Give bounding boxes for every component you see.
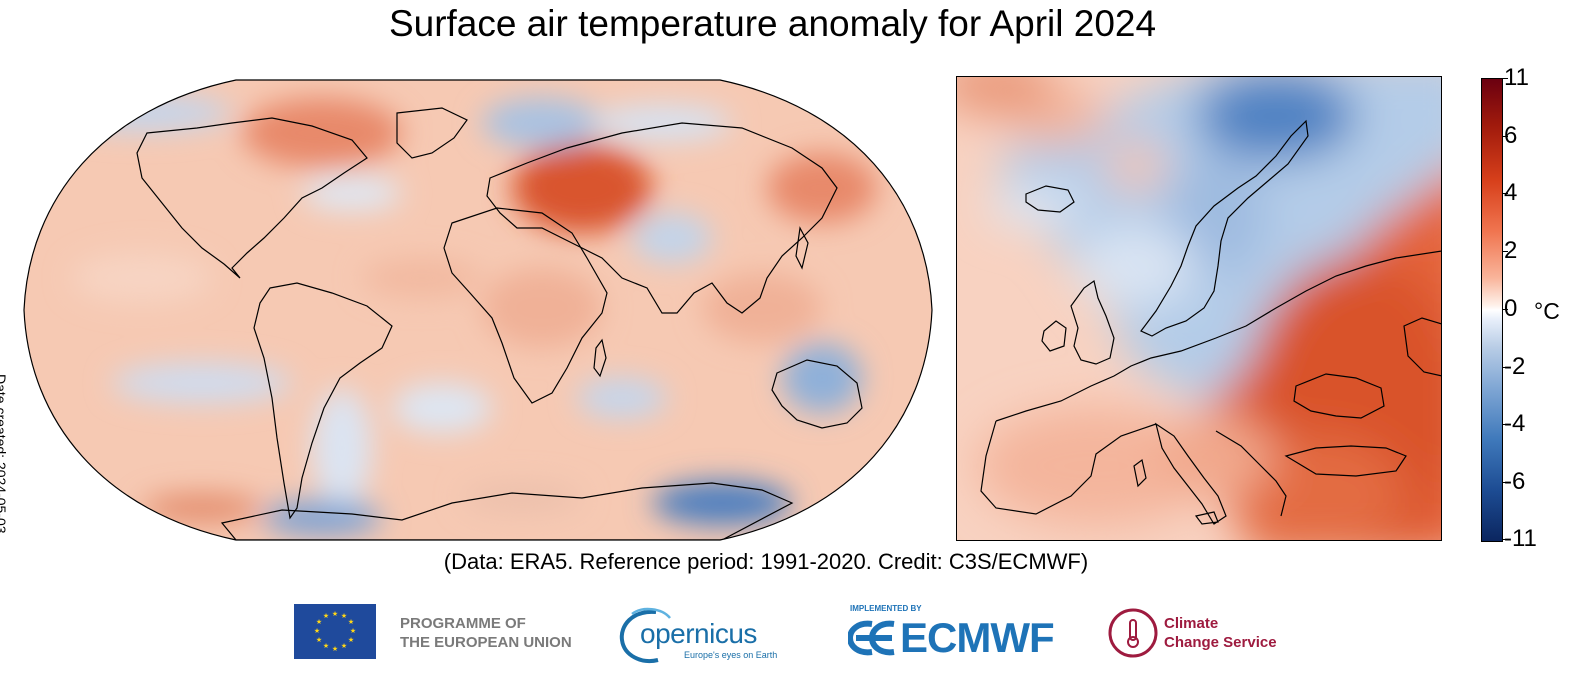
svg-text:★: ★ <box>341 642 347 650</box>
copernicus-wordmark: opernicus <box>640 618 757 649</box>
colorbar-label: -6 <box>1504 468 1526 495</box>
colorbar-label: -4 <box>1504 410 1526 437</box>
world-anomaly-map <box>23 79 933 541</box>
copernicus-tagline: Europe's eyes on Earth <box>684 650 778 660</box>
colorbar-tick <box>1502 136 1508 137</box>
colorbar-label: -2 <box>1504 353 1526 380</box>
ecmwf-implemented-by: IMPLEMENTED BY <box>850 604 922 613</box>
colorbar-tick <box>1502 309 1508 310</box>
colorbar-tick <box>1502 193 1508 194</box>
colorbar-gradient <box>1481 78 1503 542</box>
colorbar-tick <box>1502 251 1508 252</box>
svg-text:★: ★ <box>316 618 322 626</box>
svg-text:★: ★ <box>332 645 338 653</box>
colorbar-label: 6 <box>1504 122 1518 149</box>
europe-anomaly-map <box>956 76 1442 541</box>
climate-change-service-text: Climate Change Service <box>1164 615 1277 651</box>
colorbar-tick <box>1502 482 1508 483</box>
svg-text:★: ★ <box>316 636 322 644</box>
svg-text:★: ★ <box>323 612 329 620</box>
svg-text:★: ★ <box>348 636 354 644</box>
colorbar-tick <box>1502 367 1508 368</box>
colorbar-unit: °C <box>1534 298 1560 324</box>
svg-text:★: ★ <box>314 627 320 635</box>
climate-change-service-logo-icon <box>1108 608 1158 658</box>
colorbar: 11 6 4 2 0 -2 -4 -6 -11 °C <box>1478 66 1578 551</box>
colorbar-label: 4 <box>1504 179 1518 206</box>
svg-text:★: ★ <box>350 627 356 635</box>
colorbar-tick <box>1502 539 1508 540</box>
svg-text:★: ★ <box>323 642 329 650</box>
svg-text:★: ★ <box>348 618 354 626</box>
eu-programme-text: PROGRAMME OF THE EUROPEAN UNION <box>400 615 572 651</box>
svg-text:★: ★ <box>332 610 338 618</box>
colorbar-tick <box>1502 78 1508 79</box>
colorbar-label: -11 <box>1504 525 1537 552</box>
logo-strip: ★ ★ ★ ★ ★ ★ ★ ★ ★ ★ ★ ★ PROGRAMME OF THE EUROPEA… <box>0 600 1578 670</box>
eu-flag-icon: ★ ★★ ★★★ ★★★ ★★★ <box>294 604 376 659</box>
data-credit: (Data: ERA5. Reference period: 1991-2020… <box>443 549 1089 574</box>
date-created: Date created: 2024-05-03 <box>0 374 9 534</box>
ecmwf-wordmark: ECMWF <box>900 614 1055 661</box>
svg-text:★: ★ <box>341 612 347 620</box>
colorbar-label: 11 <box>1504 64 1529 91</box>
colorbar-tick <box>1502 424 1508 425</box>
copernicus-logo-icon <box>619 607 671 663</box>
ecmwf-logo-icon <box>848 620 895 656</box>
colorbar-label: 2 <box>1504 237 1518 264</box>
map-title: Surface air temperature anomaly for Apri… <box>388 3 1157 44</box>
colorbar-label: 0 <box>1504 295 1518 322</box>
